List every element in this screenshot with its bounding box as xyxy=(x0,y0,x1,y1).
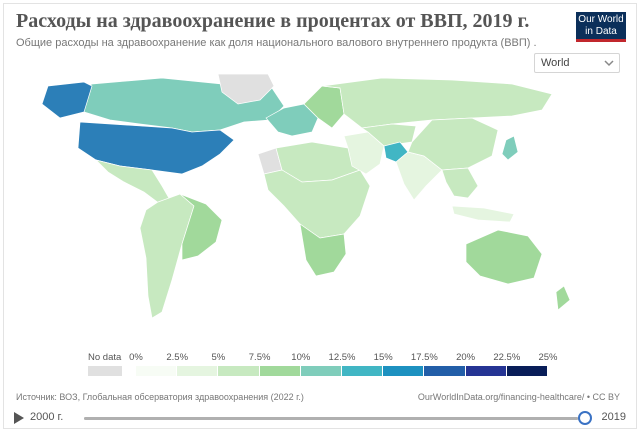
legend-tick-label: 15% xyxy=(373,352,393,363)
legend-swatch xyxy=(424,366,466,376)
logo-line-2: in Data xyxy=(585,26,617,37)
legend-swatch xyxy=(383,366,425,376)
legend-tick-label: 17.5% xyxy=(410,352,438,363)
legend-swatch xyxy=(218,366,260,376)
legend-no-data-label: No data xyxy=(88,352,122,363)
region-russia[interactable] xyxy=(321,77,553,129)
legend-tick-label: 12.5% xyxy=(328,352,356,363)
legend-swatch xyxy=(300,366,342,376)
world-map[interactable] xyxy=(22,74,618,346)
legend-swatch xyxy=(342,366,384,376)
timeline-track-fill xyxy=(84,417,578,420)
chart-title: Расходы на здравоохранение в процентах о… xyxy=(16,10,530,32)
region-southern-africa[interactable] xyxy=(299,223,347,277)
legend-tick-label: 2.5% xyxy=(166,352,189,363)
legend-swatch xyxy=(177,366,219,376)
entity-selector[interactable]: World xyxy=(534,53,620,73)
owid-logo[interactable]: Our World in Data xyxy=(576,12,626,42)
legend-tick-label: 0% xyxy=(129,352,143,363)
color-legend: 0% 2.5% 5% 7.5% 10% 12.5% 15% 17.5% 20% 22.5% 25% xyxy=(86,352,566,376)
legend-tick-label: 7.5% xyxy=(248,352,271,363)
source-link[interactable]: OurWorldInData.org/financing-healthcare/… xyxy=(417,392,620,402)
chevron-down-icon xyxy=(604,60,614,67)
legend-swatch xyxy=(506,366,548,376)
region-japan[interactable] xyxy=(501,135,519,161)
region-western-europe[interactable] xyxy=(265,103,319,137)
region-sub-saharan-africa[interactable] xyxy=(263,169,371,239)
region-brazil[interactable] xyxy=(179,193,223,261)
chart-subtitle: Общие расходы на здравоохранение как дол… xyxy=(16,37,537,49)
timeline-start-label: 2000 г. xyxy=(30,411,64,423)
timeline-thumb[interactable] xyxy=(578,411,592,425)
legend-swatch xyxy=(259,366,301,376)
entity-selector-value: World xyxy=(541,57,570,69)
chart-frame xyxy=(3,3,637,429)
legend-swatch xyxy=(465,366,507,376)
legend-tick-label: 25% xyxy=(538,352,558,363)
legend-tick-label: 22.5% xyxy=(493,352,521,363)
legend-tick-label: 5% xyxy=(211,352,226,363)
legend-tick-label: 10% xyxy=(291,352,311,363)
legend-swatch xyxy=(136,366,178,376)
region-southeast-asia[interactable] xyxy=(441,167,479,199)
region-new-zealand[interactable] xyxy=(555,285,571,311)
source-note: Источник: ВОЗ, Глобальная обсерватория з… xyxy=(16,392,304,402)
timeline-end-label: 2019 xyxy=(601,411,626,423)
logo-line-1: Our World xyxy=(578,14,624,25)
timeline-track[interactable] xyxy=(84,417,586,420)
region-china[interactable] xyxy=(407,117,499,171)
legend-no-data-swatch xyxy=(88,366,122,376)
region-greenland[interactable] xyxy=(217,74,275,105)
legend-tick-label: 20% xyxy=(456,352,476,363)
region-australia[interactable] xyxy=(465,229,543,285)
region-alaska[interactable] xyxy=(41,81,93,119)
region-indonesia[interactable] xyxy=(451,205,515,223)
play-icon[interactable] xyxy=(14,412,24,424)
timeline[interactable]: 2000 г. 2019 xyxy=(14,409,626,427)
